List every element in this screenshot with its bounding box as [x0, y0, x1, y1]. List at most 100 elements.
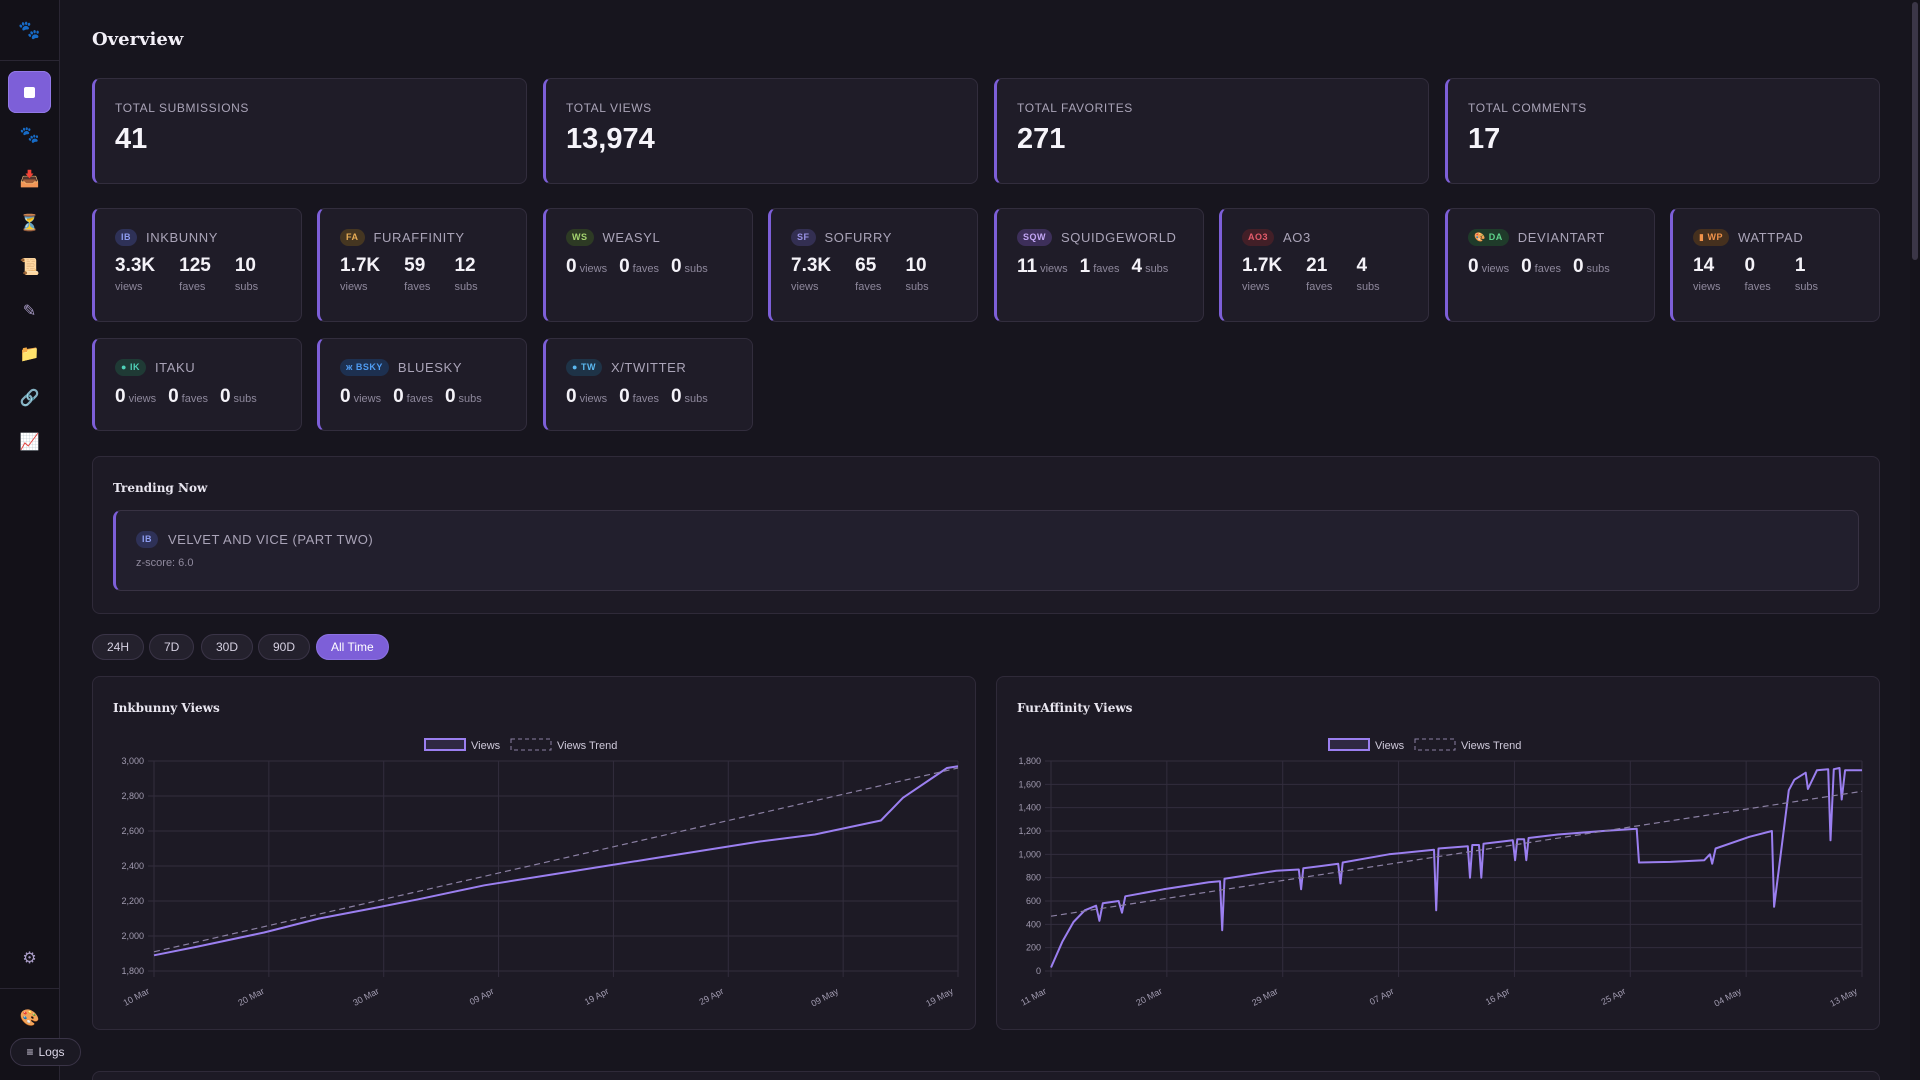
x-tick-label: 25 Apr — [1600, 986, 1628, 1007]
platform-badge: SQW — [1017, 229, 1052, 246]
views-value: 0 — [340, 386, 351, 407]
stat-value: 41 — [115, 123, 148, 155]
logs-button[interactable]: ≡ Logs — [10, 1038, 81, 1066]
views-unit: views — [340, 281, 368, 293]
stat-value: 13,974 — [566, 123, 655, 155]
platform-card-weasyl[interactable]: WS WEASYL 0 views 0 faves 0 subs — [543, 208, 753, 322]
subs-value: 1 — [1794, 255, 1806, 276]
platform-badge: ж BSKY — [340, 359, 389, 376]
link-icon[interactable]: 🔗 — [19, 390, 40, 407]
views-unit: views — [128, 393, 157, 405]
y-tick-label: 1,800 — [121, 966, 144, 976]
y-tick-label: 2,600 — [121, 826, 144, 836]
pencil-icon[interactable]: ✎ — [22, 303, 37, 320]
dashboard-icon[interactable] — [8, 71, 51, 113]
faves-value: 0 — [619, 256, 630, 277]
subs-value: 0 — [670, 386, 682, 407]
legend-swatch-views — [1328, 738, 1370, 751]
subs-unit: subs — [1145, 263, 1169, 275]
subs-value: 0 — [1572, 256, 1584, 277]
paw-icon[interactable]: 🐾 — [0, 0, 59, 61]
platform-name: DEVIANTART — [1517, 230, 1605, 245]
inkbunny-views-chart: Inkbunny Views Views Views Trend 1,800 2,00… — [92, 676, 976, 1030]
platform-badge: FA — [340, 229, 365, 246]
platform-card-furaffinity[interactable]: FA FURAFFINITY 1.7K views 59 faves 12 subs — [317, 208, 527, 322]
y-tick-label: 2,800 — [121, 791, 144, 801]
range-7d-button[interactable]: 7D — [149, 634, 195, 660]
platform-card-bluesky[interactable]: ж BSKY BLUESKY 0 views 0 faves 0 subs — [317, 338, 527, 431]
scroll-icon[interactable]: 📜 — [19, 259, 40, 276]
trending-item-title: VELVET AND VICE (PART TWO) — [168, 532, 374, 547]
platform-card-deviantart[interactable]: 🎨 DA DEVIANTART 0 views 0 faves 0 subs — [1445, 208, 1655, 322]
bird-icon: ● — [572, 362, 578, 372]
stat-value: 17 — [1468, 123, 1501, 155]
subs-unit: subs — [1356, 281, 1380, 293]
platform-badge: ● TW — [566, 359, 602, 376]
subs-unit: subs — [684, 393, 708, 405]
subs-value: 0 — [444, 386, 456, 407]
trending-item[interactable]: IB VELVET AND VICE (PART TWO) z-score: 6… — [113, 510, 1859, 591]
platform-badge: ● IK — [115, 359, 146, 376]
x-tick-label: 19 May — [924, 986, 955, 1009]
subs-unit: subs — [458, 393, 482, 405]
y-tick-label: 1,400 — [1018, 803, 1041, 813]
faves-unit: faves — [1306, 281, 1333, 293]
faves-unit: faves — [632, 263, 659, 275]
range-all-time-button[interactable]: All Time — [316, 634, 389, 660]
y-tick-label: 1,200 — [1018, 826, 1041, 836]
palette-icon[interactable]: 🎨 — [19, 1010, 40, 1027]
platform-card-wattpad[interactable]: ▮ WP WATTPAD 14 views 0 faves 1 subs — [1670, 208, 1880, 322]
faves-unit: faves — [406, 393, 433, 405]
x-tick-label: 20 Mar — [1134, 986, 1163, 1008]
views-unit: views — [579, 393, 608, 405]
range-90d-button[interactable]: 90D — [258, 634, 311, 660]
views-unit: views — [579, 263, 608, 275]
chart-legend: Views Views Trend — [424, 738, 617, 752]
hourglass-icon[interactable]: ⏳ — [19, 215, 40, 232]
range-30d-button[interactable]: 30D — [201, 634, 254, 660]
faves-unit: faves — [855, 281, 882, 293]
platform-card-inkbunny[interactable]: IB INKBUNNY 3.3K views 125 faves 10 subs — [92, 208, 302, 322]
x-tick-label: 16 Apr — [1484, 986, 1512, 1007]
paw-icon[interactable]: 🐾 — [19, 127, 40, 144]
views-value: 0 — [115, 386, 126, 407]
sidebar: 🐾 🐾 📥 ⏳ 📜 ✎ 📁 🔗 📈 ⚙ 🎨 — [0, 0, 60, 1080]
faves-unit: faves — [1744, 281, 1771, 293]
inbox-tray-icon[interactable]: 📥 — [19, 171, 40, 188]
stat-label: TOTAL COMMENTS — [1468, 101, 1587, 115]
y-tick-label: 3,000 — [121, 756, 144, 766]
total-favorites-card: TOTAL FAVORITES 271 — [994, 78, 1429, 184]
range-24h-button[interactable]: 24H — [92, 634, 145, 660]
subs-unit: subs — [1794, 281, 1819, 293]
views-unit: views — [1693, 281, 1721, 293]
x-tick-label: 13 May — [1828, 986, 1859, 1009]
platform-card-squidgeworld[interactable]: SQW SQUIDGEWORLD 11 views 1 faves 4 subs — [994, 208, 1204, 322]
trend-line — [1050, 790, 1863, 917]
book-icon: ▮ — [1699, 232, 1705, 242]
y-tick-label: 1,000 — [1018, 849, 1041, 859]
platform-badge: AO3 — [1242, 229, 1275, 246]
subs-unit: subs — [454, 281, 478, 293]
subs-value: 10 — [905, 255, 927, 276]
folder-icon[interactable]: 📁 — [19, 346, 40, 363]
platform-card-sofurry[interactable]: SF SOFURRY 7.3K views 65 faves 10 subs — [768, 208, 978, 322]
scrollbar-thumb[interactable] — [1912, 2, 1918, 260]
platform-card-ao3[interactable]: AO3 AO3 1.7K views 21 faves 4 subs — [1219, 208, 1429, 322]
chart-increasing-icon[interactable]: 📈 — [19, 434, 40, 451]
y-tick-label: 2,200 — [121, 896, 144, 906]
x-tick-label: 20 Mar — [236, 986, 265, 1008]
faves-unit: faves — [632, 393, 659, 405]
platform-card-itaku[interactable]: ● IK ITAKU 0 views 0 faves 0 subs — [92, 338, 302, 431]
y-tick-label: 1,800 — [1018, 756, 1041, 766]
stat-value: 271 — [1017, 123, 1066, 155]
subs-value: 4 — [1356, 255, 1368, 276]
stat-label: TOTAL VIEWS — [566, 101, 652, 115]
gear-icon[interactable]: ⚙ — [22, 950, 37, 967]
legend-label: Views Trend — [1461, 740, 1521, 752]
cupcake-icon: ● — [121, 362, 127, 372]
platform-card-x-twitter[interactable]: ● TW X/TWITTER 0 views 0 faves 0 subs — [543, 338, 753, 431]
legend-swatch-views — [424, 738, 466, 751]
legend-label: Views — [471, 740, 501, 752]
views-unit: views — [1242, 281, 1270, 293]
scrollbar[interactable] — [1910, 0, 1920, 1080]
